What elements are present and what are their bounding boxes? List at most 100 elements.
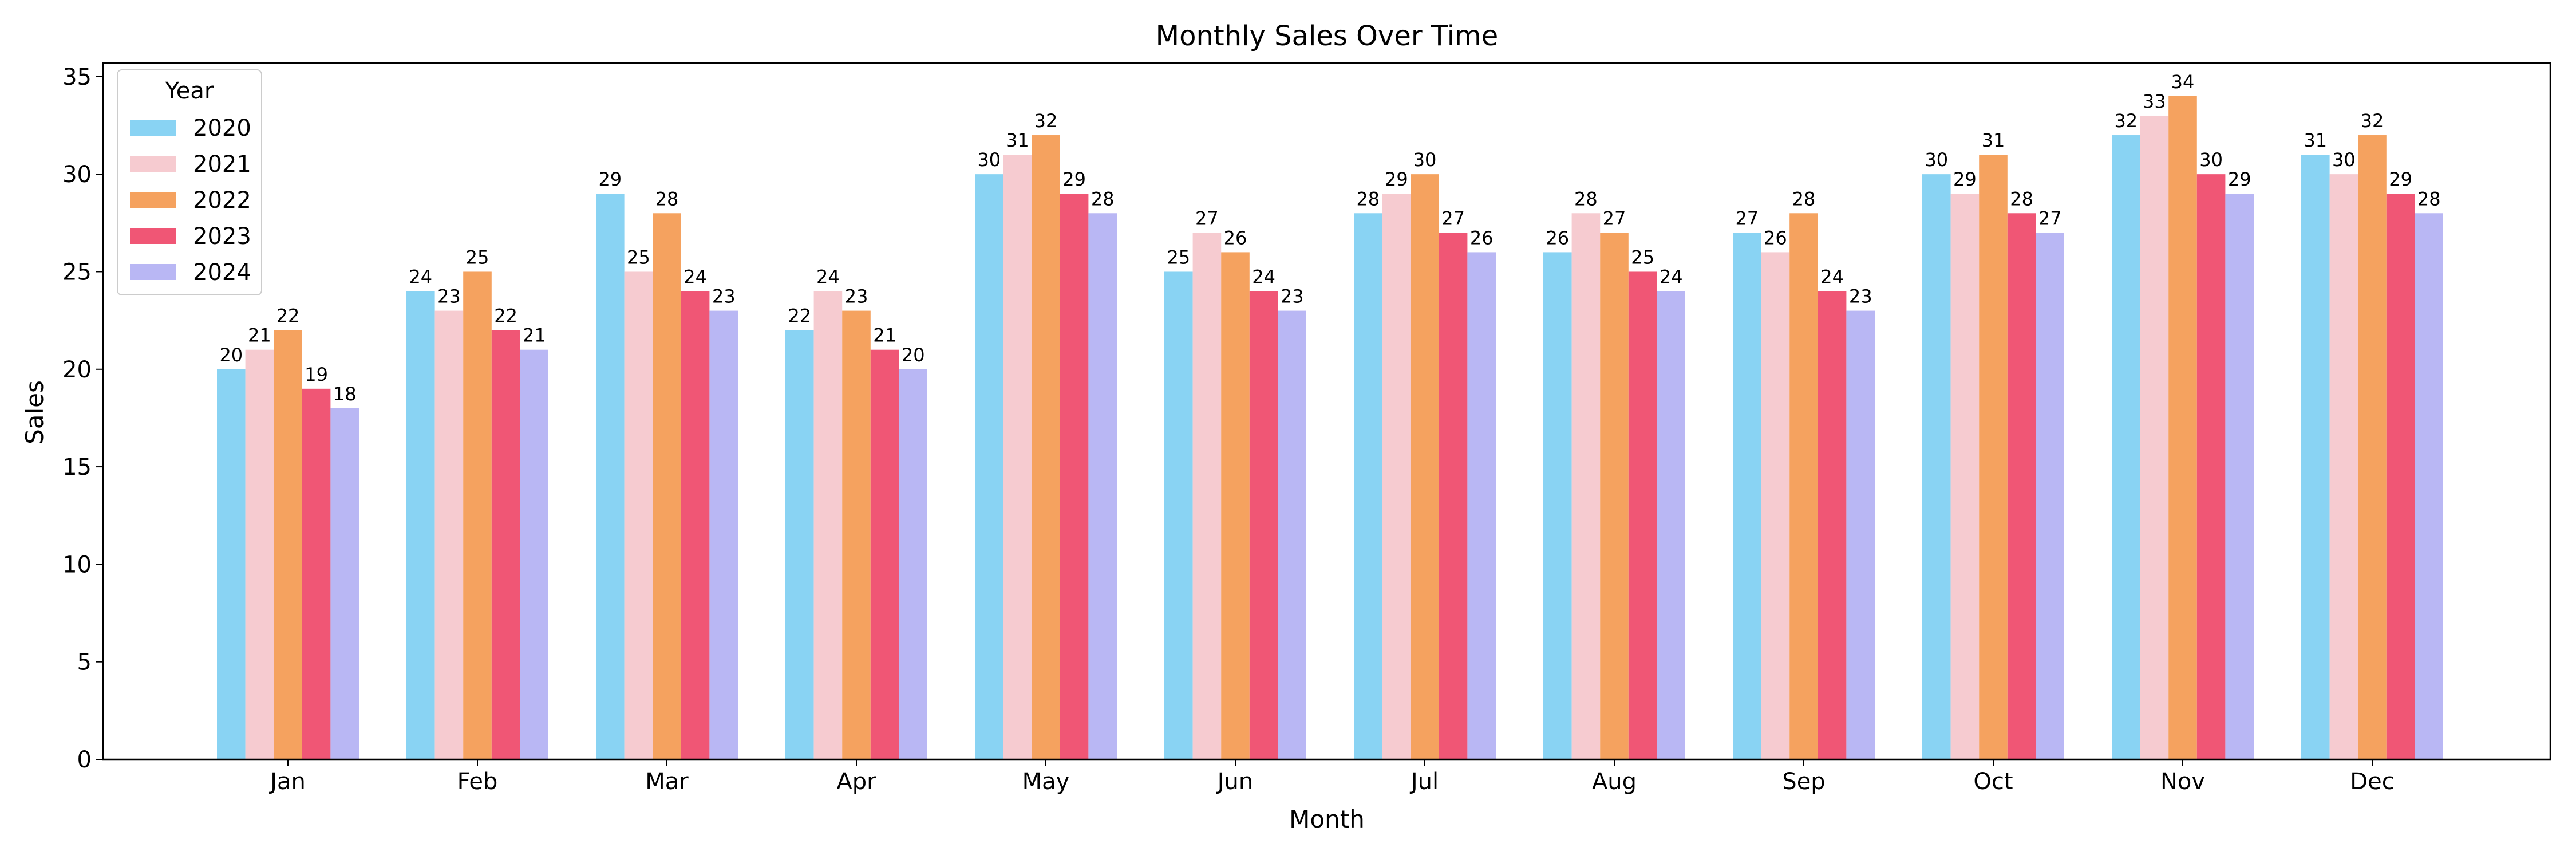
x-tick-label: Dec	[2350, 769, 2394, 795]
data-label: 18	[333, 383, 357, 405]
bar	[1846, 310, 1875, 759]
data-label: 30	[2199, 149, 2223, 171]
bar	[1761, 252, 1790, 759]
data-label: 27	[2038, 207, 2062, 229]
x-axis-label: Month	[1289, 805, 1365, 833]
bar	[2329, 174, 2358, 760]
data-label: 25	[1631, 246, 1654, 268]
bar	[1439, 233, 1468, 759]
bar	[2225, 194, 2254, 759]
bar	[842, 310, 871, 759]
data-label: 22	[788, 305, 811, 327]
data-label: 23	[712, 286, 736, 308]
bar	[2386, 194, 2415, 759]
x-tick-label: Sep	[1782, 769, 1825, 795]
data-label: 26	[1546, 227, 1569, 249]
data-label: 24	[1820, 266, 1844, 288]
y-tick-label: 25	[62, 259, 92, 285]
bar	[975, 174, 1003, 760]
legend-swatch	[130, 228, 176, 244]
bar	[1733, 233, 1761, 759]
data-label: 30	[2332, 149, 2356, 171]
bar	[406, 291, 435, 759]
data-label: 30	[1925, 149, 1948, 171]
plot-frame	[102, 62, 2551, 761]
legend-swatch	[130, 156, 176, 172]
x-tick-label: Jun	[1216, 769, 1254, 795]
data-label: 24	[1660, 266, 1683, 288]
data-label: 19	[305, 364, 328, 385]
data-label: 29	[1953, 168, 1977, 190]
y-tick-label: 20	[62, 357, 92, 383]
bar	[1003, 155, 1032, 760]
bar	[330, 408, 359, 759]
data-label: 23	[437, 286, 461, 308]
x-tick-label: Nov	[2160, 769, 2205, 795]
data-label: 32	[2361, 110, 2384, 132]
data-label: 20	[902, 344, 925, 366]
bar	[653, 213, 681, 759]
bar	[1221, 252, 1250, 759]
x-tick-label: Jul	[1409, 769, 1439, 795]
data-label: 25	[1167, 246, 1190, 268]
bar	[463, 271, 492, 760]
data-label: 27	[1603, 207, 1626, 229]
bar	[1657, 291, 1685, 759]
y-tick-label: 5	[77, 649, 92, 676]
bar	[624, 271, 653, 760]
legend: Year 2020 2021 2022 2023 2024	[117, 69, 262, 295]
plot-group: 0 5 10 15 20 25 30 35 Jan Feb Mar Apr May Jun Jul Aug Se…	[62, 62, 2551, 795]
data-label: 24	[409, 266, 432, 288]
bar	[1950, 194, 1980, 759]
x-tick-label: Jan	[268, 769, 306, 795]
data-label: 28	[1574, 188, 1598, 210]
bar	[1382, 194, 1411, 759]
chart-title: Monthly Sales Over Time	[1156, 20, 1499, 52]
data-label: 20	[219, 344, 243, 366]
x-tick-label: Aug	[1592, 769, 1637, 795]
data-label: 24	[683, 266, 707, 288]
data-label: 32	[2114, 110, 2138, 132]
bar	[1354, 213, 1382, 759]
data-label: 21	[873, 325, 896, 346]
x-tick-label: Feb	[457, 769, 498, 795]
y-tick-label: 0	[77, 747, 92, 773]
bar	[1979, 155, 2008, 760]
x-tick-label: May	[1022, 769, 1070, 795]
data-label: 27	[1195, 207, 1219, 229]
data-label: 27	[1735, 207, 1759, 229]
bar	[596, 194, 625, 759]
bar	[245, 349, 274, 759]
data-label: 31	[2304, 129, 2327, 151]
data-label: 29	[2389, 168, 2412, 190]
bar	[2140, 115, 2169, 759]
data-label: 28	[1091, 188, 1115, 210]
data-label: 28	[2417, 188, 2441, 210]
data-label: 28	[655, 188, 679, 210]
data-label: 29	[598, 168, 622, 190]
bar	[709, 310, 738, 759]
data-label: 31	[1982, 129, 2005, 151]
legend-entry: 2024	[193, 259, 251, 286]
bar	[2301, 155, 2330, 760]
data-label: 24	[816, 266, 840, 288]
legend-swatch	[130, 192, 176, 208]
data-label: 28	[1356, 188, 1380, 210]
bar	[2007, 213, 2036, 759]
y-tick-label: 35	[62, 64, 92, 90]
data-label: 26	[1224, 227, 1247, 249]
bar	[1192, 233, 1222, 759]
data-label: 22	[494, 305, 517, 327]
bar	[1600, 233, 1629, 759]
legend-swatch	[130, 120, 176, 136]
bar	[1411, 174, 1439, 760]
data-label: 34	[2171, 71, 2195, 93]
data-label: 25	[627, 246, 650, 268]
bar	[1060, 194, 1089, 759]
legend-entry: 2021	[193, 151, 251, 178]
bar	[2168, 96, 2197, 759]
y-axis-label: Sales	[21, 380, 49, 444]
legend-entry: 2022	[193, 187, 251, 214]
